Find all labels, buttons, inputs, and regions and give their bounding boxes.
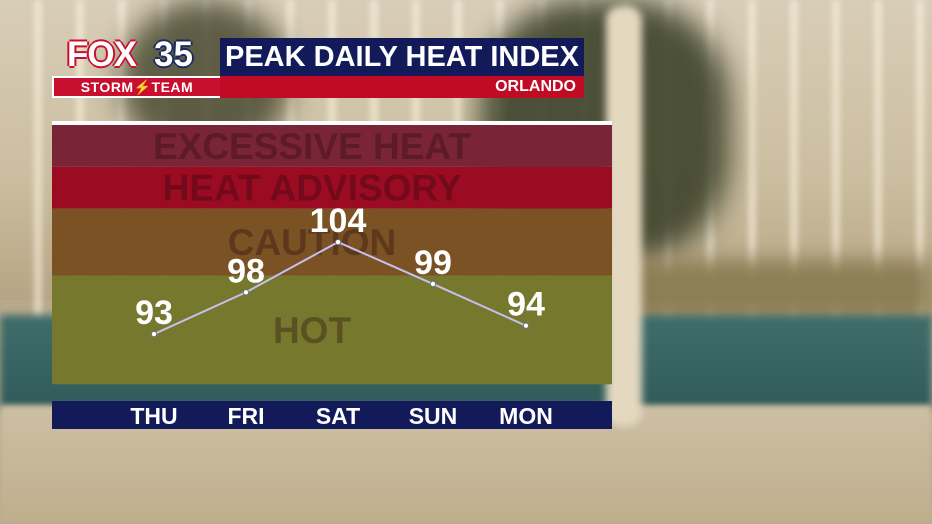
data-label-sat: 104	[310, 202, 367, 240]
x-tick-label-mon: MON	[499, 403, 553, 429]
page-title: PEAK DAILY HEAT INDEX	[220, 38, 584, 76]
logo-fox-text: FOX	[67, 35, 137, 74]
background-hedge	[600, 260, 932, 320]
data-point-sun	[429, 280, 436, 287]
x-tick-label-fri: FRI	[227, 403, 264, 429]
logo-storm-team-text: STORM⚡TEAM	[52, 76, 222, 98]
data-label-mon: 94	[507, 286, 545, 324]
data-point-thu	[151, 331, 158, 338]
band-hot	[52, 275, 612, 385]
band-excessive-heat	[52, 125, 612, 167]
data-point-sat	[334, 239, 341, 246]
x-tick-label-sat: SAT	[316, 403, 360, 429]
fox35-storm-team-logo: FOX 35 STORM⚡TEAM	[52, 35, 222, 98]
chart-top-border	[52, 121, 612, 125]
band-heat-advisory	[52, 166, 612, 209]
data-label-thu: 93	[135, 294, 173, 332]
band-label: HOT	[273, 310, 352, 351]
band-label: HEAT ADVISORY	[163, 168, 462, 209]
band-caution	[52, 208, 612, 276]
background-pole	[606, 6, 642, 426]
data-point-mon	[522, 322, 529, 329]
x-axis-bar	[52, 401, 612, 429]
graphic-header: FOX 35 STORM⚡TEAM PEAK DAILY HEAT INDEX …	[52, 35, 584, 98]
x-tick-label-thu: THU	[130, 403, 177, 429]
data-label-sun: 99	[414, 244, 452, 282]
heat-index-chart: EXCESSIVE HEAT HEAT ADVISORY CAUTION HOT 93 9…	[52, 121, 612, 429]
band-label: EXCESSIVE HEAT	[153, 126, 471, 167]
x-tick-label-sun: SUN	[409, 403, 458, 429]
data-label-fri: 98	[227, 252, 265, 290]
logo-channel-number: 35	[154, 35, 193, 74]
city-label: ORLANDO	[220, 76, 584, 98]
data-point-fri	[242, 289, 249, 296]
